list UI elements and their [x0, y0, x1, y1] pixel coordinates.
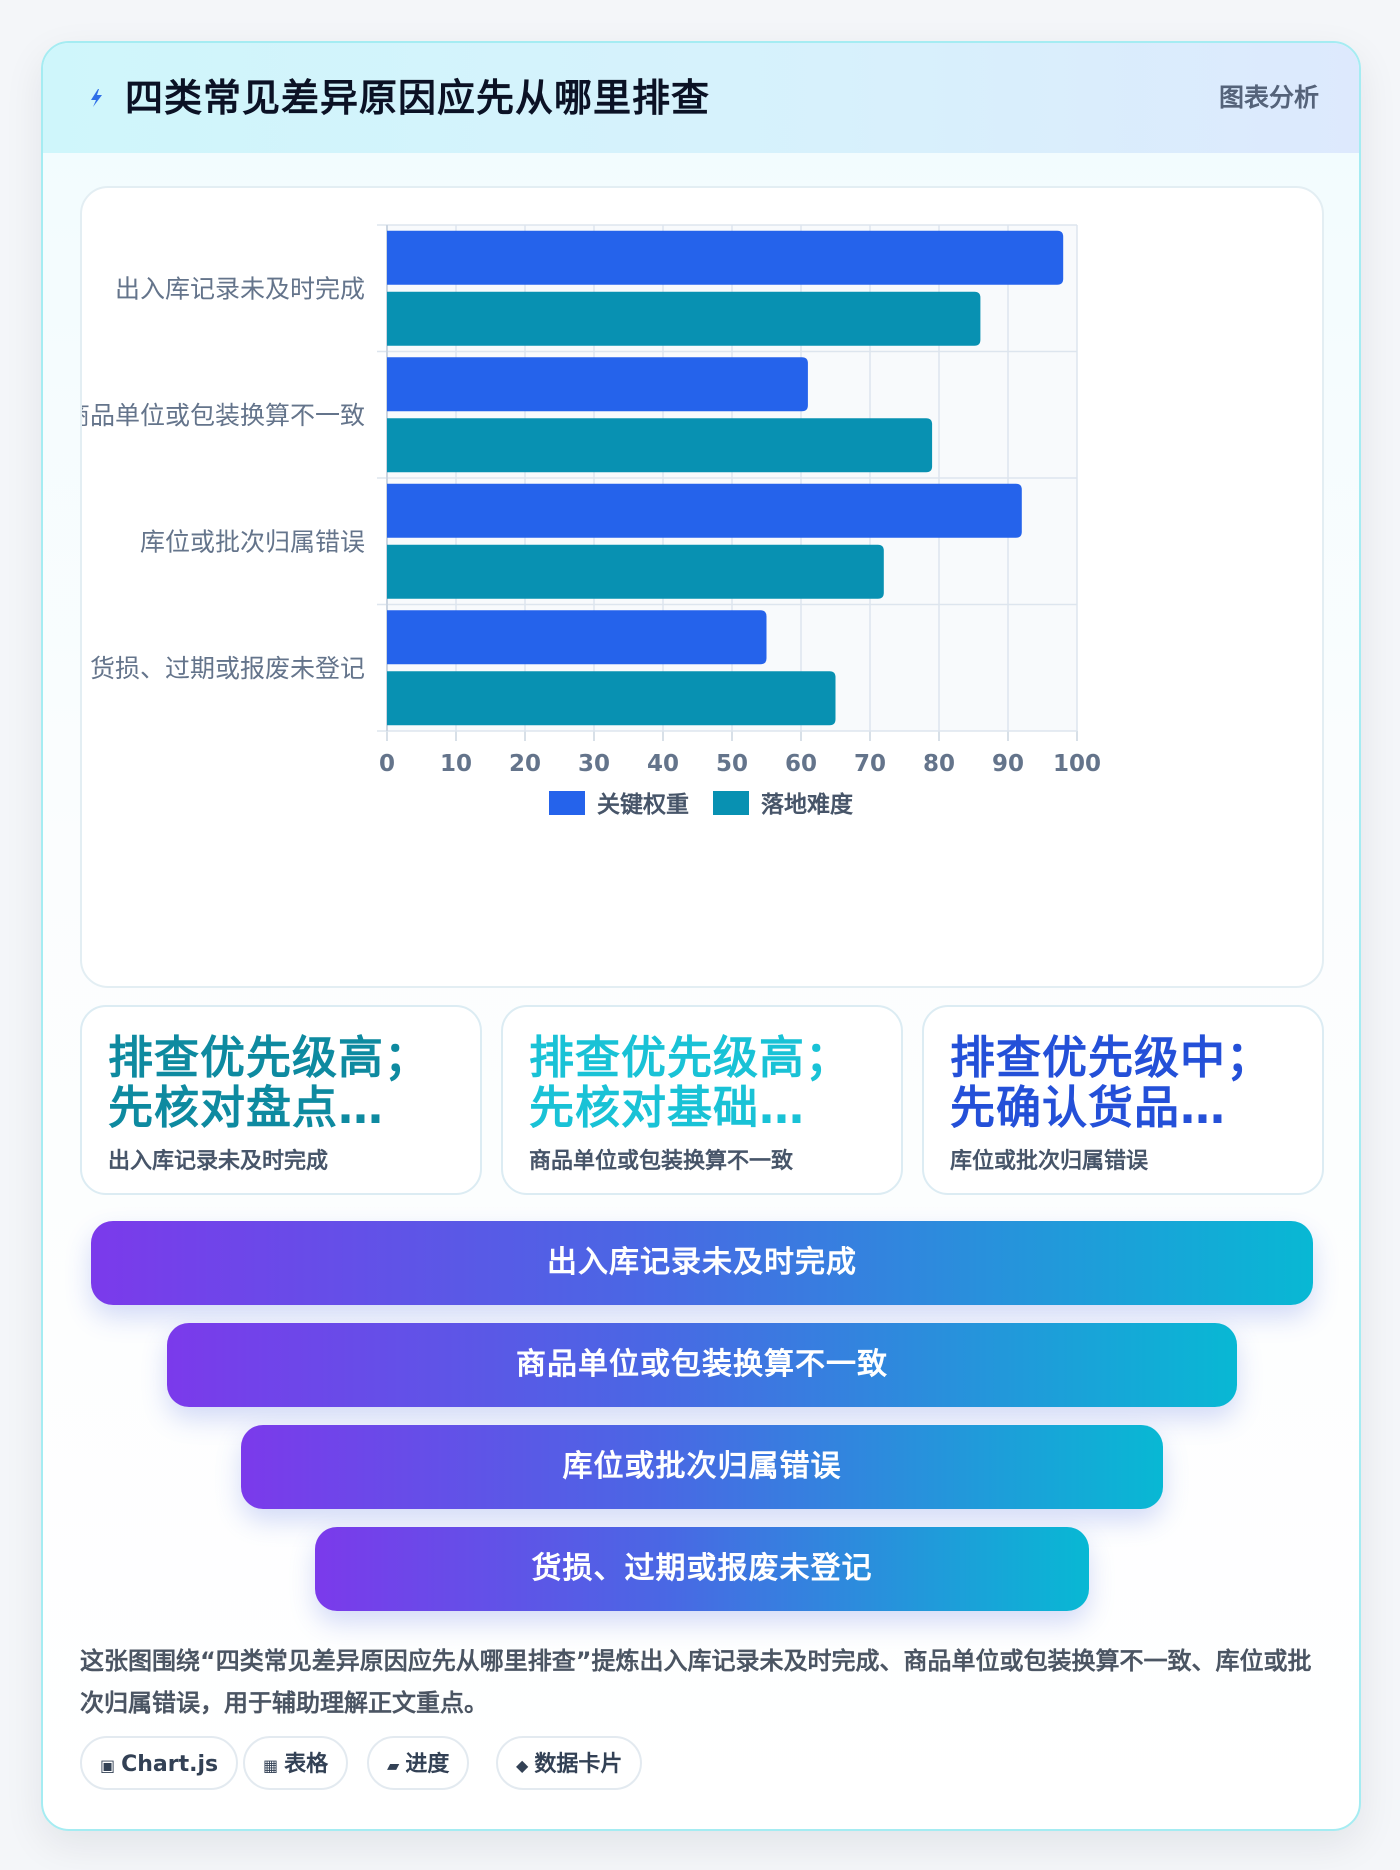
x-tick-label: 60 — [785, 751, 817, 777]
chip-label: 表格 — [284, 1752, 329, 1777]
x-tick-label: 0 — [379, 751, 395, 777]
x-tick-label: 40 — [647, 751, 679, 777]
kpi-label: 出入库记录未及时完成 — [108, 1149, 329, 1174]
chart-description: 这张图围绕“四类常见差异原因应先从哪里排查”提炼出入库记录未及时完成、商品单位或… — [80, 1647, 1312, 1717]
x-tick-label: 50 — [716, 751, 748, 777]
chip-table[interactable]: ▦ 表格 — [243, 1736, 349, 1790]
progress-icon: ▰ — [387, 1756, 400, 1775]
page-title: 四类常见差异原因应先从哪里排查 — [125, 76, 711, 120]
kpi-row: 排查优先级高；先核对盘点… 出入库记录未及时完成 排查优先级高；先核对基础… 商… — [80, 1005, 1324, 1195]
chip-chartjs[interactable]: ▣ Chart.js — [80, 1736, 239, 1790]
chart-panel: 0 10 20 30 40 50 60 70 80 90 100 出入库记录未及时完成商品单位或包装换… — [80, 186, 1324, 988]
chip-progress[interactable]: ▰ 进度 — [367, 1736, 470, 1790]
bar — [387, 230, 1064, 285]
bar — [387, 671, 836, 726]
kpi-card: 排查优先级中；先确认货品… 库位或批次归属错误 — [922, 1005, 1324, 1195]
y-category-label: 货损、过期或报废未登记 — [90, 654, 365, 683]
bar-chart: 0 10 20 30 40 50 60 70 80 90 100 出入库记录未及时完成商品单位或包装换… — [82, 224, 1101, 818]
bar — [387, 610, 767, 665]
chart-icon: ▣ — [100, 1756, 116, 1775]
chip-data-card[interactable]: ◆ 数据卡片 — [496, 1736, 643, 1790]
kpi-card: 排查优先级高；先核对盘点… 出入库记录未及时完成 — [80, 1005, 482, 1195]
x-tick-label: 90 — [992, 751, 1024, 777]
legend-swatch — [549, 791, 585, 815]
x-tick-label: 10 — [440, 751, 472, 777]
kpi-card: 排查优先级高；先核对基础… 商品单位或包装换算不一致 — [501, 1005, 903, 1195]
x-tick-label: 20 — [509, 751, 541, 777]
bar — [387, 483, 1022, 538]
kpi-value: 排查优先级高；先核对盘点… — [108, 1031, 431, 1134]
chip-label: 数据卡片 — [534, 1752, 623, 1777]
funnel-step: 库位或批次归属错误 — [241, 1425, 1163, 1509]
funnel-step: 出入库记录未及时完成 — [91, 1221, 1313, 1305]
kpi-label: 商品单位或包装换算不一致 — [529, 1149, 794, 1174]
kpi-value: 排查优先级高；先核对基础… — [529, 1031, 852, 1134]
chip-label: 进度 — [405, 1752, 450, 1777]
x-tick-label: 80 — [923, 751, 955, 777]
bar — [387, 291, 981, 346]
x-tick-label: 100 — [1053, 751, 1101, 777]
y-category-label: 商品单位或包装换算不一致 — [82, 401, 365, 430]
funnel-step: 货损、过期或报废未登记 — [315, 1527, 1089, 1611]
kpi-value: 排查优先级中；先确认货品… — [950, 1031, 1273, 1134]
infographic-card: 四类常见差异原因应先从哪里排查 图表分析 0 10 20 30 40 50 60 70 80 90… — [41, 41, 1361, 1831]
bar — [387, 357, 808, 412]
legend-label: 关键权重 — [597, 791, 689, 818]
lightning-icon — [91, 89, 102, 107]
y-category-label: 库位或批次归属错误 — [140, 527, 365, 556]
chip-label: Chart.js — [121, 1752, 219, 1777]
bar — [387, 418, 933, 473]
table-icon: ▦ — [263, 1756, 279, 1775]
card-header: 四类常见差异原因应先从哪里排查 图表分析 — [43, 43, 1359, 153]
kpi-label: 库位或批次归属错误 — [950, 1149, 1149, 1174]
bar — [387, 544, 884, 599]
diamond-icon: ◆ — [516, 1756, 529, 1775]
legend-label: 落地难度 — [761, 791, 854, 818]
y-category-label: 出入库记录未及时完成 — [115, 274, 365, 303]
chart-analysis-tag: 图表分析 — [1218, 83, 1319, 112]
funnel-step: 商品单位或包装换算不一致 — [167, 1323, 1237, 1407]
x-tick-label: 70 — [854, 751, 886, 777]
x-tick-label: 30 — [578, 751, 610, 777]
legend-swatch — [713, 791, 749, 815]
